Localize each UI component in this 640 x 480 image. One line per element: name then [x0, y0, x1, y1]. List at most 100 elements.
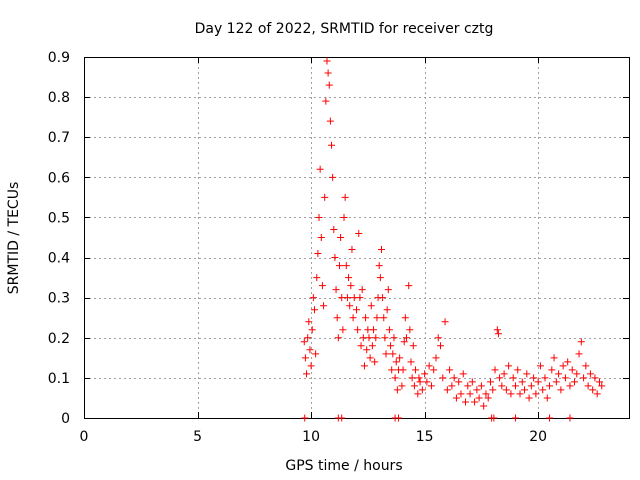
data-point: [400, 338, 408, 346]
data-point: [341, 193, 349, 201]
data-point: [303, 370, 311, 378]
data-point: [564, 358, 572, 366]
data-point: [575, 350, 583, 358]
data-point: [301, 414, 309, 422]
data-point: [486, 378, 494, 386]
data-point: [490, 414, 498, 422]
data-point: [541, 374, 549, 382]
data-point: [557, 386, 565, 394]
y-tick-label: 0.8: [48, 90, 70, 106]
data-point: [598, 382, 606, 390]
data-point: [464, 382, 472, 390]
data-point: [405, 282, 413, 290]
data-point: [482, 390, 490, 398]
data-point: [320, 302, 328, 310]
data-point: [322, 97, 330, 105]
data-point: [516, 390, 524, 398]
data-point: [309, 294, 317, 302]
data-point: [367, 302, 375, 310]
data-point: [345, 274, 353, 282]
data-point: [348, 246, 356, 254]
y-axis-title: SRMTID / TECUs: [6, 182, 22, 295]
data-point: [342, 262, 350, 270]
data-point: [468, 378, 476, 386]
data-point: [372, 334, 380, 342]
y-tick-label: 0.3: [48, 291, 70, 307]
data-point: [530, 374, 538, 382]
data-point: [406, 326, 414, 334]
data-point: [356, 294, 364, 302]
data-point: [518, 378, 526, 386]
data-point: [380, 314, 388, 322]
data-point: [318, 282, 326, 290]
data-point: [502, 386, 510, 394]
data-point: [385, 326, 393, 334]
data-point: [358, 286, 366, 294]
x-axis-title: GPS time / hours: [285, 458, 402, 474]
data-point: [401, 314, 409, 322]
data-point: [546, 382, 554, 390]
data-point: [571, 378, 578, 386]
data-point: [362, 314, 370, 322]
data-point: [507, 390, 515, 398]
data-point: [338, 414, 346, 422]
data-point: [439, 374, 447, 382]
data-point: [408, 374, 416, 382]
data-point: [430, 366, 438, 374]
x-tick-labels: 0 5 10 15 20: [80, 429, 548, 445]
data-point: [402, 334, 410, 342]
data-point: [306, 346, 314, 354]
data-point: [577, 338, 585, 346]
data-point: [315, 213, 323, 221]
data-point: [580, 374, 588, 382]
data-points: [300, 57, 606, 422]
y-tick-label: 0.7: [48, 130, 70, 146]
data-point: [548, 366, 556, 374]
data-point: [457, 390, 465, 398]
data-point: [360, 362, 368, 370]
data-point: [593, 390, 601, 398]
data-point: [393, 386, 401, 394]
y-tick-label: 0.9: [48, 50, 70, 66]
plot-frame: [84, 57, 630, 419]
data-point: [399, 366, 407, 374]
data-point: [555, 370, 563, 378]
data-point: [337, 234, 345, 241]
data-point: [324, 69, 332, 77]
y-tick-label: 0.5: [48, 210, 70, 226]
data-point: [589, 386, 597, 394]
data-point: [527, 382, 535, 390]
y-tick-label: 0.2: [48, 331, 70, 347]
data-point: [525, 394, 533, 402]
data-point: [395, 414, 403, 422]
data-point: [379, 294, 387, 302]
data-point: [561, 374, 569, 382]
y-tick-label: 0.1: [48, 371, 70, 387]
data-point: [484, 394, 492, 402]
data-point: [546, 414, 554, 422]
data-point: [552, 378, 560, 386]
data-point: [566, 414, 574, 422]
data-point: [330, 225, 338, 233]
data-point: [305, 318, 313, 326]
data-point: [353, 306, 360, 314]
data-point: [539, 386, 547, 394]
data-point: [314, 250, 322, 258]
data-point: [391, 374, 399, 382]
data-point: [491, 366, 499, 374]
x-tick-label: 0: [80, 429, 89, 445]
y-tick-labels: 0 0.1 0.2 0.3 0.4 0.5 0.6 0.7 0.8 0.9: [48, 50, 70, 427]
data-point: [584, 382, 592, 390]
data-point: [347, 282, 355, 290]
data-point: [509, 374, 517, 382]
data-point: [466, 390, 474, 398]
grid-lines: [84, 57, 629, 418]
data-point: [334, 334, 342, 342]
data-point: [310, 306, 318, 314]
data-point: [409, 342, 417, 350]
data-point: [332, 286, 340, 294]
data-point: [354, 326, 362, 334]
data-point: [455, 378, 463, 386]
data-point: [480, 402, 488, 410]
data-point: [390, 334, 398, 342]
